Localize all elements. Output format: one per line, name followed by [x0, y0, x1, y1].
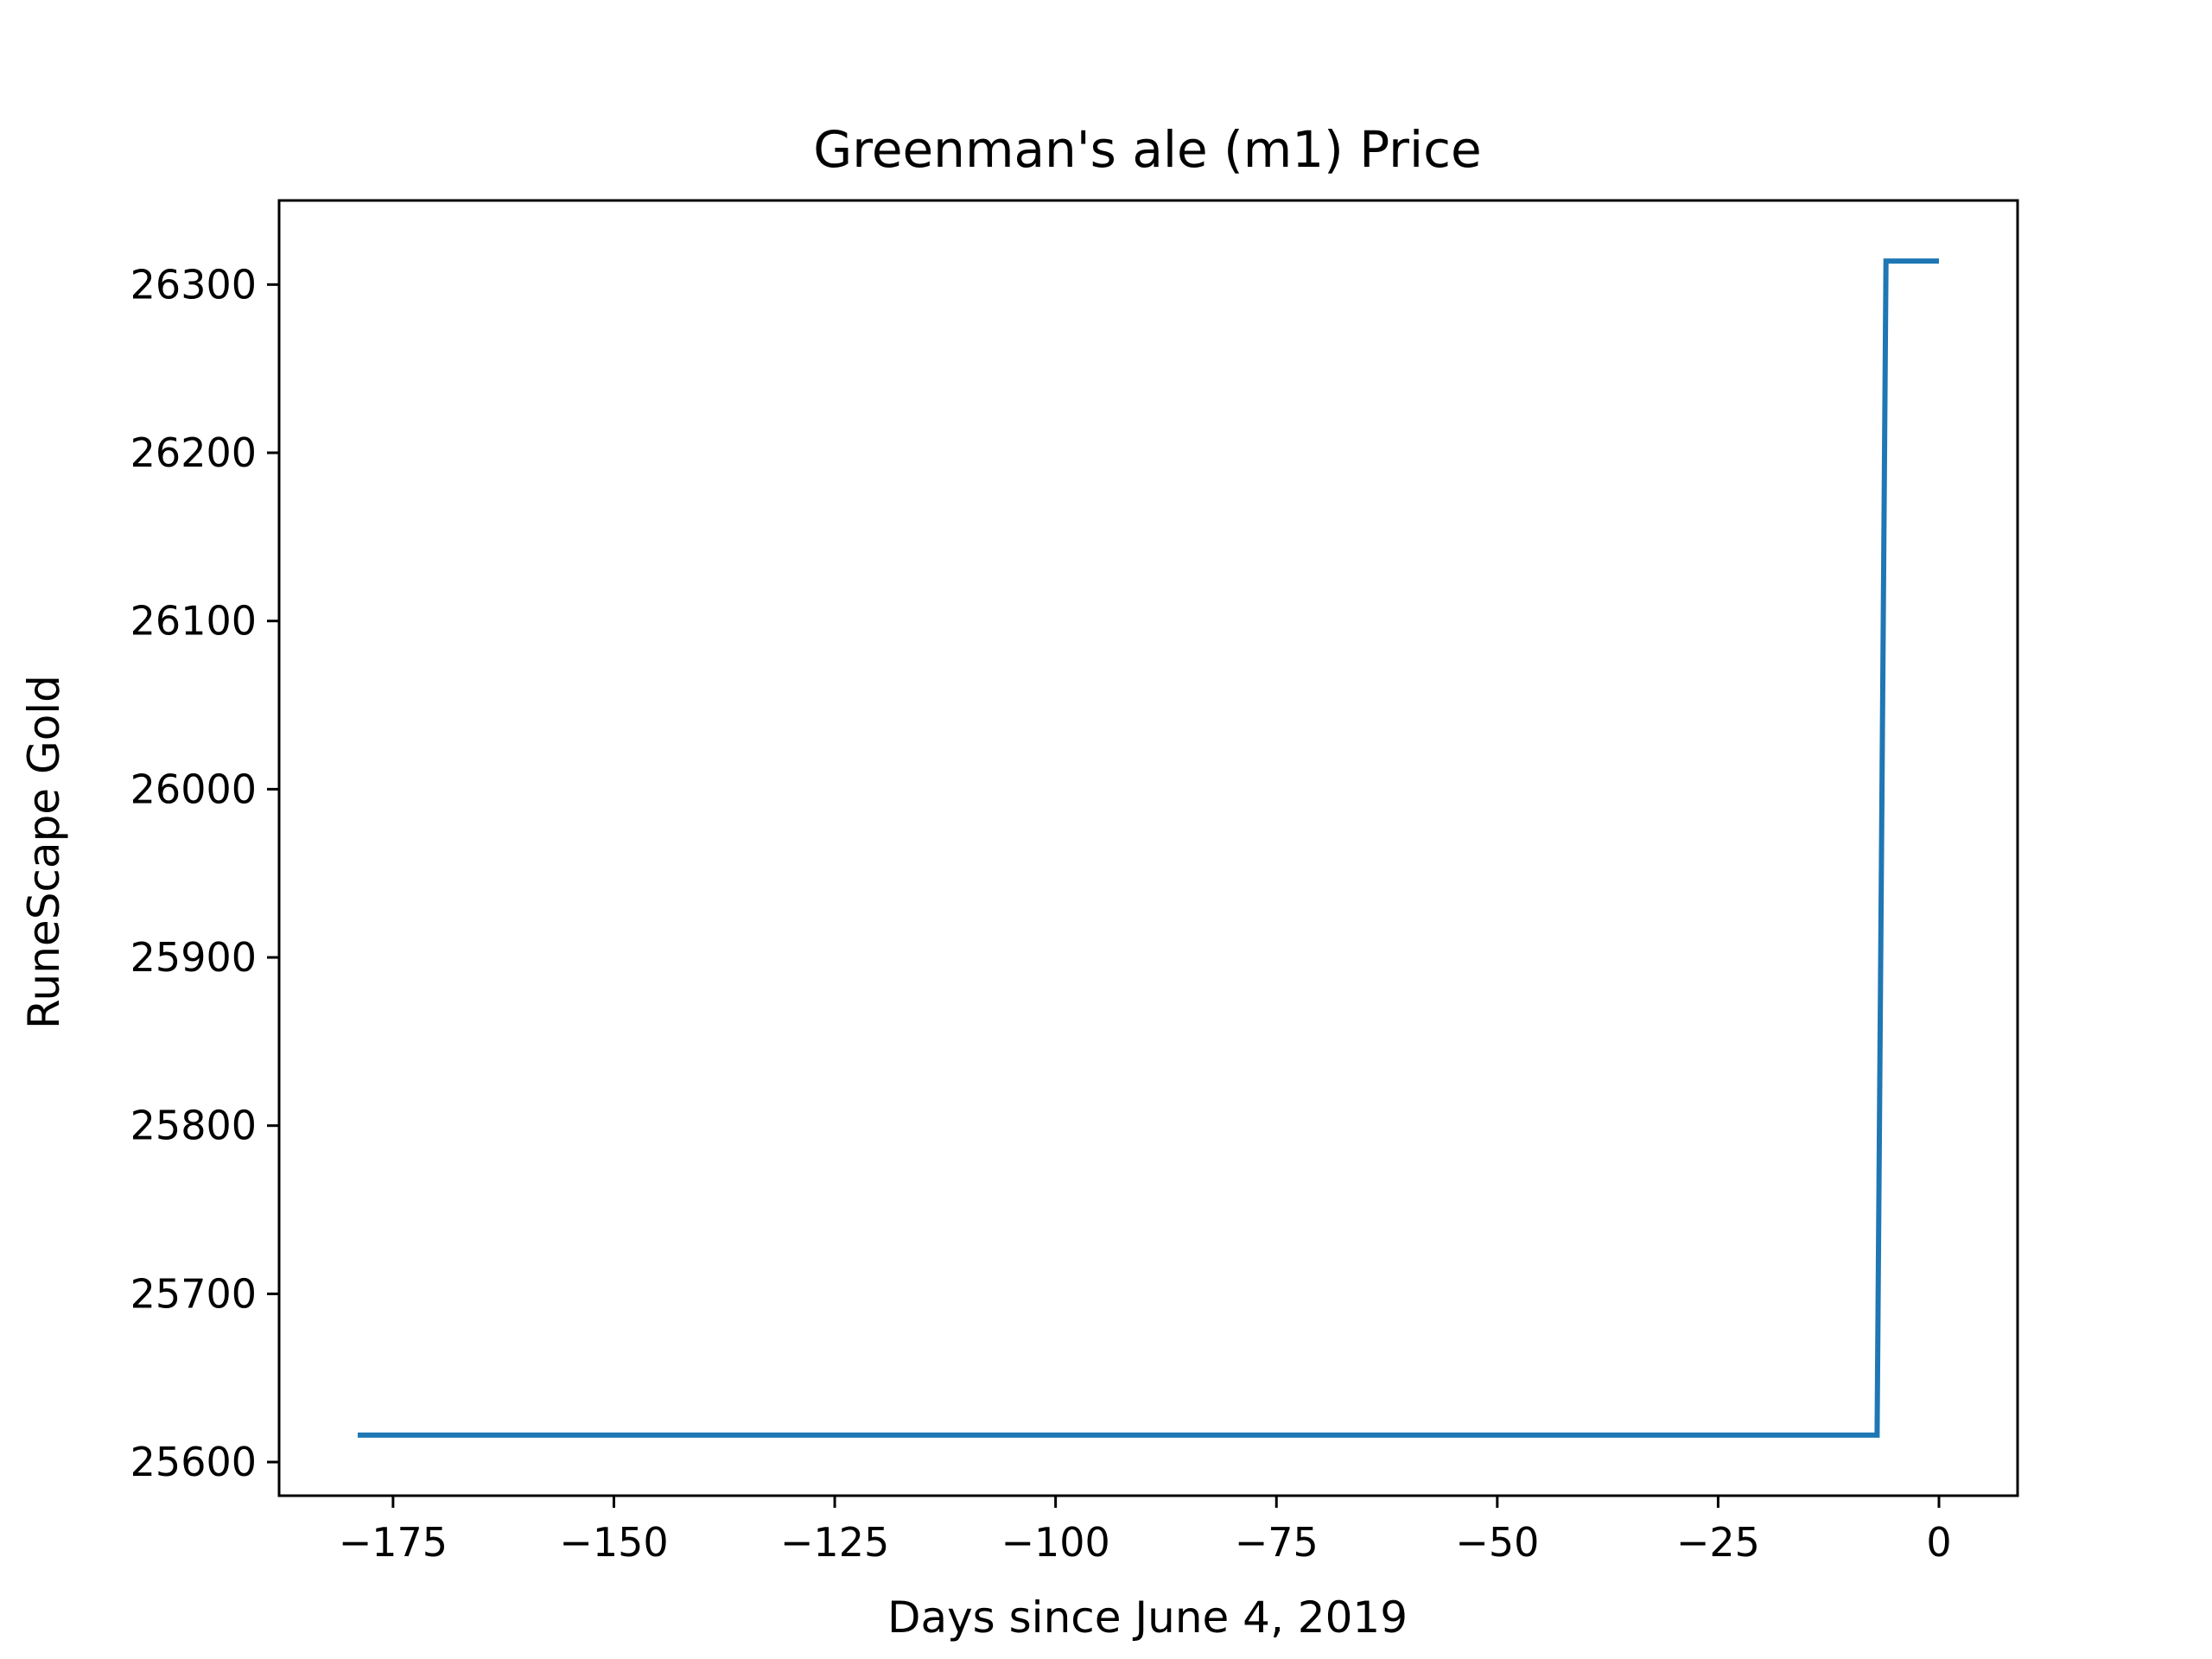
y-tick-label: 26300 — [130, 261, 257, 308]
plot-frame — [277, 199, 2019, 1497]
x-tick-label: −50 — [1455, 1519, 1539, 1566]
y-tick-label: 25900 — [130, 934, 257, 981]
x-tick-label: −25 — [1676, 1519, 1760, 1566]
x-axis-label: Days since June 4, 2019 — [887, 1592, 1408, 1643]
y-axis-label: RuneScape Gold — [19, 675, 69, 1029]
series-layer — [358, 258, 1939, 1438]
y-tick-label: 25600 — [130, 1439, 257, 1485]
x-tick-label: −75 — [1235, 1519, 1319, 1566]
y-axis-ticks: 25600 25700 25800 25900 26000 26100 26200 26300 — [130, 261, 279, 1485]
y-tick-label: 26200 — [130, 429, 257, 476]
x-tick-label: 0 — [1926, 1519, 1951, 1566]
y-tick-label: 25700 — [130, 1270, 257, 1317]
x-axis-ticks: −175 −150 −125 −100 −75 −50 −25 0 — [339, 1496, 1952, 1566]
y-tick-label: 26100 — [130, 598, 257, 645]
y-tick-label: 26000 — [130, 766, 257, 812]
y-tick-label: 25800 — [130, 1103, 257, 1149]
series-line-0 — [358, 258, 1939, 1438]
x-tick-label: −175 — [339, 1519, 448, 1566]
x-tick-label: −100 — [1001, 1519, 1109, 1566]
x-tick-label: −150 — [559, 1519, 668, 1566]
x-tick-label: −125 — [780, 1519, 889, 1566]
plot-area: 25600 25700 25800 25900 26000 26100 26200 26300… — [130, 199, 2019, 1566]
chart-title: Greenman's ale (m1) Price — [813, 120, 1481, 179]
